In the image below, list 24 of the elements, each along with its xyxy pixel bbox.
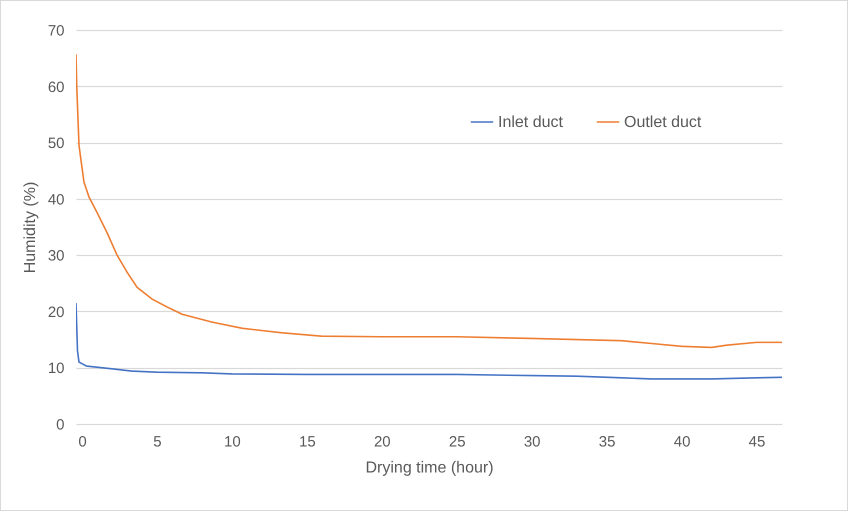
y-tick-label: 20 bbox=[48, 304, 64, 321]
y-tick-label: 30 bbox=[48, 248, 64, 265]
y-tick-label: 40 bbox=[48, 191, 64, 208]
x-tick-label: 30 bbox=[524, 434, 541, 450]
x-tick-label: 45 bbox=[748, 434, 766, 450]
x-tick-label: 25 bbox=[448, 434, 466, 450]
y-tick-label: 70 bbox=[48, 22, 64, 40]
line-series bbox=[76, 302, 782, 380]
y-tick-label: 10 bbox=[48, 360, 64, 378]
legend-label: Inlet duct bbox=[498, 114, 564, 131]
x-tick-label: 35 bbox=[598, 434, 616, 450]
x-axis-title: Drying time (hour) bbox=[365, 460, 494, 476]
y-tick-label: 60 bbox=[48, 78, 64, 96]
y-tick-label: 0 bbox=[56, 416, 64, 434]
y-tick-label: 50 bbox=[48, 135, 64, 152]
x-tick-label: 5 bbox=[153, 434, 162, 450]
x-tick-label: 0 bbox=[78, 434, 87, 450]
legend-label: Outlet duct bbox=[624, 114, 702, 131]
x-tick-label: 40 bbox=[674, 434, 690, 450]
line-series bbox=[76, 53, 782, 348]
x-tick-label: 20 bbox=[374, 434, 391, 450]
y-axis-title: Humidity (%) bbox=[22, 182, 39, 274]
x-tick-label: 10 bbox=[224, 434, 241, 450]
x-tick-label: 15 bbox=[298, 434, 316, 450]
